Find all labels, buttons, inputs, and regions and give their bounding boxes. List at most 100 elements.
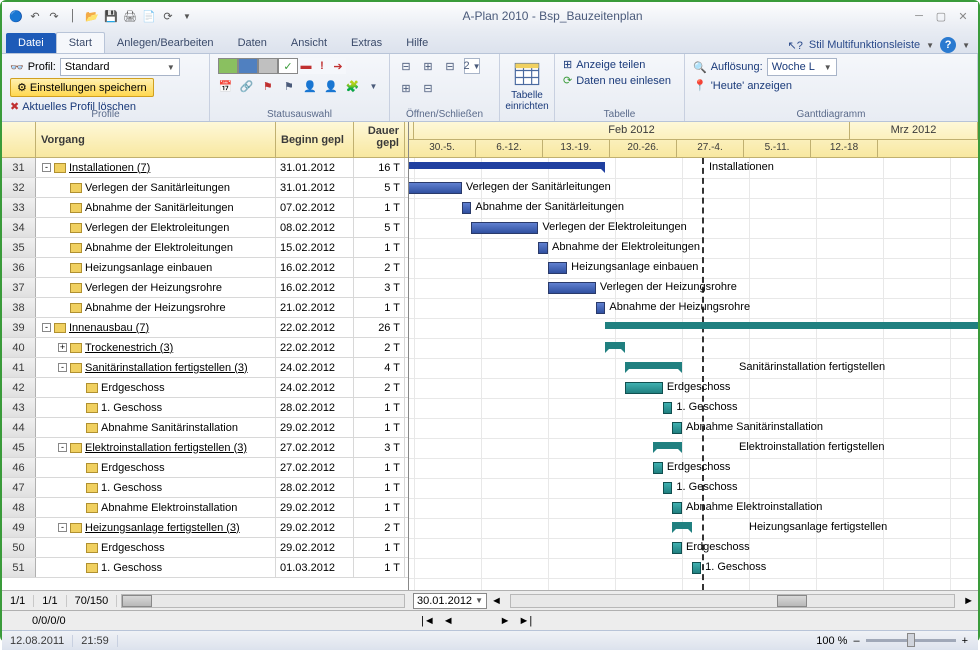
help-icon[interactable]: ? [940, 37, 956, 53]
table-row[interactable]: 471. Geschoss28.02.20121 T [2, 478, 408, 498]
scroll-left-icon[interactable]: ◄ [487, 595, 506, 607]
cell-dauer[interactable]: 2 T [354, 378, 405, 397]
table-row[interactable]: 38Abnahme der Heizungsrohre21.02.20121 T [2, 298, 408, 318]
cell-vorgang[interactable]: -Innenausbau (7) [36, 318, 276, 337]
style-label[interactable]: Stil Multifunktionsleiste [809, 39, 920, 51]
table-row[interactable]: 42Erdgeschoss24.02.20122 T [2, 378, 408, 398]
tab-file[interactable]: Datei [6, 33, 56, 53]
col-dauer[interactable]: Dauergepl [354, 122, 405, 157]
show-today-button[interactable]: 📍'Heute' anzeigen [693, 79, 969, 92]
gantt-bar[interactable] [409, 182, 462, 194]
table-row[interactable]: 50Erdgeschoss29.02.20121 T [2, 538, 408, 558]
cell-beginn[interactable]: 31.01.2012 [276, 158, 354, 177]
cell-beginn[interactable]: 08.02.2012 [276, 218, 354, 237]
nav-buttons[interactable]: |◄◄ ►►| [409, 615, 544, 627]
cell-beginn[interactable]: 31.01.2012 [276, 178, 354, 197]
cell-vorgang[interactable]: -Heizungsanlage fertigstellen (3) [36, 518, 276, 537]
table-row[interactable]: 44Abnahme Sanitärinstallation29.02.20121… [2, 418, 408, 438]
gantt-bar[interactable] [548, 262, 567, 274]
cell-vorgang[interactable]: -Elektroinstallation fertigstellen (3) [36, 438, 276, 457]
zoom-control[interactable]: 100 % – + [816, 635, 978, 647]
grid-scrollbar[interactable] [121, 594, 405, 608]
collapse-icon[interactable]: - [42, 323, 51, 332]
gantt-summary-bar[interactable] [653, 442, 682, 449]
help-dropdown-icon[interactable]: ▼ [962, 41, 970, 50]
cell-dauer[interactable]: 5 T [354, 218, 405, 237]
cell-dauer[interactable]: 26 T [354, 318, 405, 337]
table-row[interactable]: 49-Heizungsanlage fertigstellen (3)29.02… [2, 518, 408, 538]
cell-dauer[interactable]: 2 T [354, 338, 405, 357]
cell-dauer[interactable]: 1 T [354, 198, 405, 217]
cell-beginn[interactable]: 07.02.2012 [276, 198, 354, 217]
status-icons-row[interactable]: 📅🔗⚑⚑👤👤🧩▼ [218, 78, 381, 94]
profile-select[interactable]: Standard▼ [60, 58, 180, 76]
table-row[interactable]: 511. Geschoss01.03.20121 T [2, 558, 408, 578]
cell-beginn[interactable]: 22.02.2012 [276, 338, 354, 357]
cell-dauer[interactable]: 1 T [354, 298, 405, 317]
col-vorgang[interactable]: Vorgang [36, 122, 276, 157]
table-row[interactable]: 31-Installationen (7)31.01.201216 T [2, 158, 408, 178]
collapse-icon[interactable]: - [58, 363, 67, 372]
split-view-button[interactable]: ⊞Anzeige teilen [563, 58, 676, 71]
gantt-bar[interactable] [653, 462, 663, 474]
cell-beginn[interactable]: 15.02.2012 [276, 238, 354, 257]
status-selector[interactable]: ✓ ▬! ➔ [218, 58, 381, 74]
week-header[interactable]: 13.-19. [543, 140, 610, 158]
reload-data-button[interactable]: ⟳Daten neu einlesen [563, 74, 676, 87]
cell-dauer[interactable]: 1 T [354, 238, 405, 257]
save-icon[interactable]: 💾 [103, 8, 119, 24]
redo-icon[interactable]: ↷ [46, 8, 62, 24]
table-row[interactable]: 33Abnahme der Sanitärleitungen07.02.2012… [2, 198, 408, 218]
gantt-summary-bar[interactable] [672, 522, 691, 529]
cell-dauer[interactable]: 1 T [354, 478, 405, 497]
week-header[interactable]: 5.-11. [744, 140, 811, 158]
table-row[interactable]: 39-Innenausbau (7)22.02.201226 T [2, 318, 408, 338]
gantt-summary-bar[interactable] [409, 162, 605, 169]
cell-vorgang[interactable]: -Sanitärinstallation fertigstellen (3) [36, 358, 276, 377]
cell-vorgang[interactable]: Abnahme Sanitärinstallation [36, 418, 276, 437]
gantt-bar[interactable] [625, 382, 663, 394]
gantt-bar[interactable] [692, 562, 702, 574]
cell-vorgang[interactable]: Abnahme der Heizungsrohre [36, 298, 276, 317]
collapse-icon[interactable]: - [58, 523, 67, 532]
cell-beginn[interactable]: 28.02.2012 [276, 478, 354, 497]
goto-date-input[interactable]: 30.01.2012▼ [413, 593, 487, 609]
week-header[interactable]: 30.-5. [409, 140, 476, 158]
open-icon[interactable]: 📂 [84, 8, 100, 24]
col-beginn[interactable]: Beginn gepl [276, 122, 354, 157]
maximize-icon[interactable]: ▢ [932, 9, 950, 23]
qat-dropdown-icon[interactable]: ▼ [179, 8, 195, 24]
gantt-summary-bar[interactable] [625, 362, 682, 369]
cell-beginn[interactable]: 27.02.2012 [276, 438, 354, 457]
cell-vorgang[interactable]: Abnahme der Elektroleitungen [36, 238, 276, 257]
cell-beginn[interactable]: 29.02.2012 [276, 418, 354, 437]
cell-dauer[interactable]: 1 T [354, 498, 405, 517]
table-row[interactable]: 37Verlegen der Heizungsrohre16.02.20123 … [2, 278, 408, 298]
table-row[interactable]: 40+Trockenestrich (3)22.02.20122 T [2, 338, 408, 358]
cell-dauer[interactable]: 1 T [354, 458, 405, 477]
table-row[interactable]: 32Verlegen der Sanitärleitungen31.01.201… [2, 178, 408, 198]
table-row[interactable]: 45-Elektroinstallation fertigstellen (3)… [2, 438, 408, 458]
table-row[interactable]: 48Abnahme Elektroinstallation29.02.20121… [2, 498, 408, 518]
close-icon[interactable]: ✕ [954, 9, 972, 23]
week-header[interactable]: 12.-18 [811, 140, 878, 158]
gantt-summary-bar[interactable] [605, 322, 978, 329]
cell-dauer[interactable]: 2 T [354, 258, 405, 277]
help-arrow-icon[interactable]: ↖? [788, 39, 803, 52]
gantt-bar[interactable] [462, 202, 472, 214]
cell-vorgang[interactable]: Abnahme der Sanitärleitungen [36, 198, 276, 217]
minimize-icon[interactable]: ─ [910, 9, 928, 23]
collapse-icon[interactable]: - [42, 163, 51, 172]
cell-dauer[interactable]: 3 T [354, 438, 405, 457]
cell-vorgang[interactable]: Heizungsanlage einbauen [36, 258, 276, 277]
cell-beginn[interactable]: 29.02.2012 [276, 538, 354, 557]
cell-vorgang[interactable]: Erdgeschoss [36, 378, 276, 397]
cell-dauer[interactable]: 4 T [354, 358, 405, 377]
cell-vorgang[interactable]: -Installationen (7) [36, 158, 276, 177]
gantt-bar[interactable] [548, 282, 596, 294]
gantt-bar[interactable] [471, 222, 538, 234]
cell-beginn[interactable]: 27.02.2012 [276, 458, 354, 477]
gantt-bar[interactable] [596, 302, 606, 314]
cell-beginn[interactable]: 16.02.2012 [276, 258, 354, 277]
table-row[interactable]: 34Verlegen der Elektroleitungen08.02.201… [2, 218, 408, 238]
